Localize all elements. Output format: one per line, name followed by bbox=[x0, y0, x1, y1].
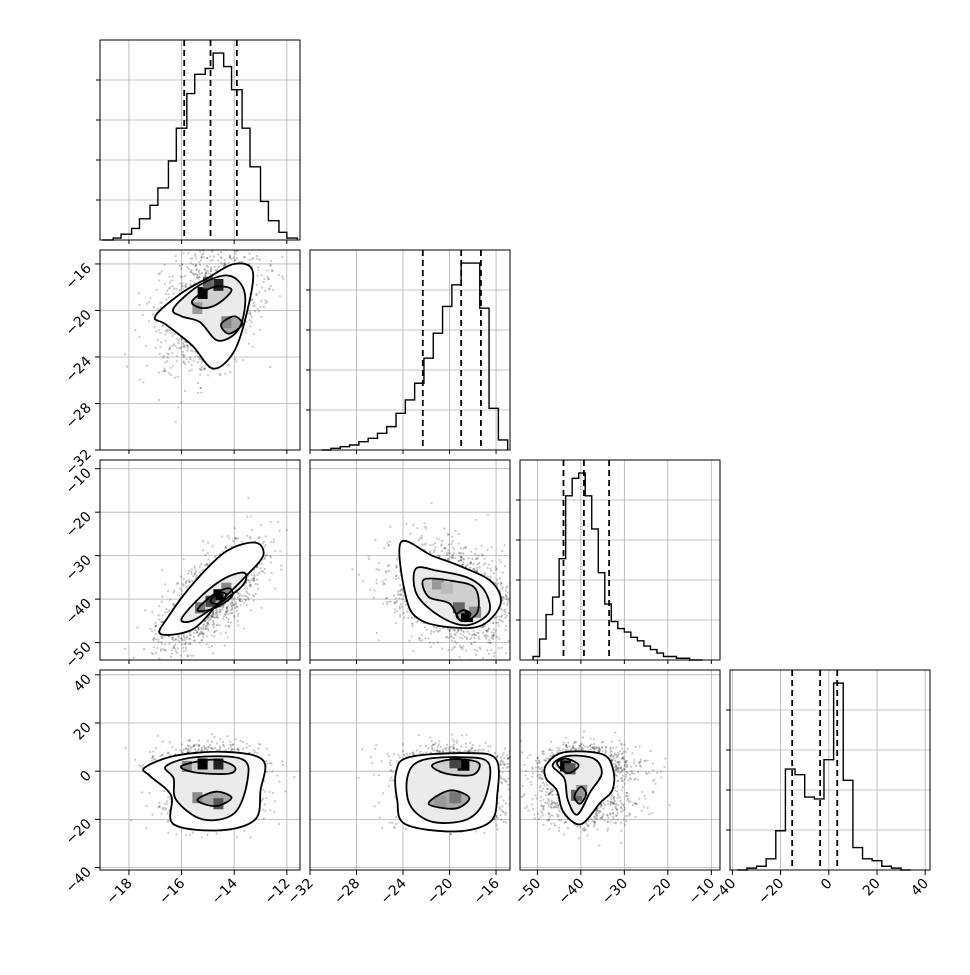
joint-panel-0-2 bbox=[100, 460, 300, 689]
y-axis-2-tick-label-3: −40 bbox=[63, 596, 95, 628]
x-axis-3-tick-label-1: −20 bbox=[755, 876, 787, 908]
hist-0-frame bbox=[100, 40, 300, 240]
joint-panel-1-2 bbox=[310, 460, 545, 688]
y-axis-1-tick-label-3: −28 bbox=[63, 400, 95, 432]
hist-0-steps bbox=[103, 53, 298, 240]
histogram-panel-0 bbox=[96, 40, 300, 240]
inner-x-ticks-1-2 bbox=[310, 660, 496, 664]
x-axis-1-tick-label-3: −20 bbox=[424, 876, 456, 908]
hist-2-steps bbox=[533, 473, 703, 660]
hist-3-steps bbox=[737, 683, 910, 870]
x-axis-2-tick-label-3: −20 bbox=[642, 876, 674, 908]
x-axis-1: −32 −28 −24 −20 −16 bbox=[285, 870, 503, 908]
inner-x-ticks-0-2 bbox=[129, 660, 287, 664]
y-axis-3: 40 20 0 −20 −40 bbox=[63, 671, 100, 896]
x-axis-3-tick-label-4: 40 bbox=[908, 876, 932, 900]
x-axis-2-tick-label-1: −40 bbox=[555, 876, 587, 908]
y-axis-3-tick-label-4: −40 bbox=[63, 864, 95, 896]
joint-panel-1-3 bbox=[310, 670, 554, 870]
joint-0-1-plot-area bbox=[100, 204, 310, 450]
x-axis-3-tick-label-0: −40 bbox=[707, 876, 739, 908]
hist-2-frame bbox=[520, 460, 720, 660]
y-axis-3-tick-label-2: 0 bbox=[77, 768, 95, 786]
x-axis-1-tick-label-2: −24 bbox=[378, 875, 410, 907]
x-axis-1-tick-label-4: −16 bbox=[471, 875, 503, 907]
joint-panel-2-3 bbox=[502, 670, 720, 870]
joint-0-2-plot-area bbox=[100, 460, 300, 689]
y-axis-1-tick-label-0: −16 bbox=[63, 260, 95, 292]
joint-1-3-plot-area bbox=[310, 670, 554, 870]
inner-x-ticks-0-1 bbox=[129, 450, 287, 454]
y-axis-2-tick-label-2: −30 bbox=[63, 552, 95, 584]
x-axis-3: −40 −20 0 20 40 bbox=[707, 870, 932, 908]
x-axis-2: −50−40−30−20−10 bbox=[512, 870, 718, 908]
x-axis-3-tick-label-2: 0 bbox=[818, 876, 836, 894]
joint-1-3-cell-2 bbox=[449, 792, 461, 803]
y-axis-1-tick-label-1: −20 bbox=[63, 307, 95, 339]
joint-panel-0-1 bbox=[100, 204, 310, 450]
x-axis-0-tick-label-1: −16 bbox=[156, 875, 188, 907]
x-axis-3-tick-label-3: 20 bbox=[860, 876, 884, 900]
hist-3-frame bbox=[730, 670, 930, 870]
y-axis-3-tick-label-0: 40 bbox=[71, 671, 95, 695]
x-axis-0: −18−16−14−12 bbox=[104, 870, 294, 908]
y-axis-1: −16−20−24−28−32 bbox=[63, 260, 100, 478]
y-axis-2: −10−20−30−40−50 bbox=[63, 465, 100, 671]
x-axis-0-tick-label-2: −14 bbox=[209, 875, 241, 907]
y-axis-3-tick-label-3: −20 bbox=[63, 816, 95, 848]
y-axis-2-tick-label-4: −50 bbox=[63, 639, 95, 671]
joint-0-1-cell-1 bbox=[213, 279, 223, 291]
joint-0-3-plot-area bbox=[100, 670, 300, 870]
x-axis-2-tick-label-0: −50 bbox=[512, 876, 544, 908]
y-axis-3-tick-label-1: 20 bbox=[71, 720, 95, 744]
joint-2-3-plot-area bbox=[502, 670, 720, 870]
x-axis-2-tick-label-2: −30 bbox=[599, 876, 631, 908]
hist-0-x-ticks bbox=[129, 240, 287, 244]
x-axis-0-tick-label-0: −18 bbox=[104, 876, 136, 908]
y-axis-1-tick-label-2: −24 bbox=[63, 353, 95, 385]
x-axis-1-tick-label-0: −32 bbox=[285, 876, 317, 908]
hist-1-x-ticks bbox=[310, 450, 496, 454]
histogram-panel-1 bbox=[306, 250, 510, 450]
histogram-panel-3 bbox=[726, 670, 930, 870]
joint-0-2-frame bbox=[100, 460, 300, 660]
hist-1-steps bbox=[322, 263, 508, 450]
joint-panel-0-3 bbox=[100, 670, 300, 870]
joint-1-2-cell-4 bbox=[441, 583, 453, 594]
y-axis-2-tick-label-1: −20 bbox=[63, 509, 95, 541]
x-axis-1-tick-label-1: −28 bbox=[331, 876, 363, 908]
hist-2-x-ticks bbox=[537, 660, 711, 664]
histogram-panel-2 bbox=[516, 460, 720, 660]
